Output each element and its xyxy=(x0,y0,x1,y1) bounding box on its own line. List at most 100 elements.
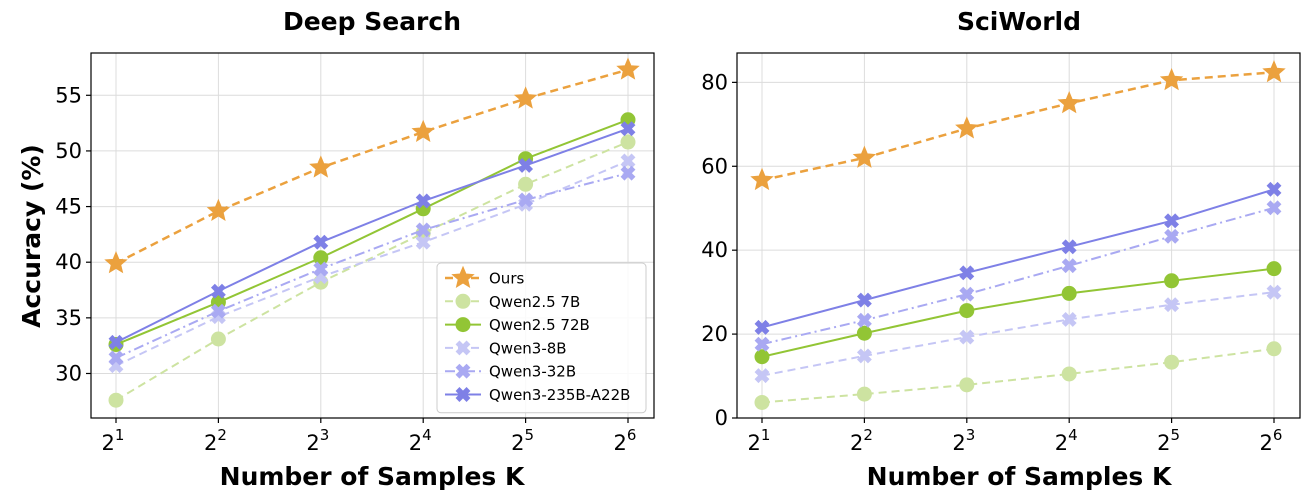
x-tick-label: 24 xyxy=(1055,426,1078,455)
series-line xyxy=(115,118,629,346)
data-point xyxy=(856,292,872,308)
legend-marker xyxy=(455,387,471,402)
data-point xyxy=(108,334,124,350)
chart-deep-search: 30 35 40 45 50 55 21 22 23 24 25 26 Deep Search Numbe… xyxy=(17,7,655,491)
chart-sciworld: 0 20 40 60 80 21 22 23 24 25 26 SciWorld Number of S… xyxy=(701,7,1301,491)
legend: Ours Qwen2.5 7B Qwen2.5 72B Qwen3-8B Qwen3-3… xyxy=(436,262,647,414)
series-qwen3-235b-a22b xyxy=(108,121,636,350)
data-point xyxy=(1266,181,1282,197)
data-point xyxy=(518,157,534,173)
data-point xyxy=(620,165,636,181)
legend-entry: Qwen3-235B-A22B xyxy=(445,386,630,404)
data-point xyxy=(411,119,435,142)
data-point xyxy=(1266,200,1282,216)
data-point xyxy=(1061,285,1077,301)
series-line xyxy=(115,127,629,344)
x-tick-label: 25 xyxy=(511,426,534,455)
x-tick-label: 22 xyxy=(850,426,873,455)
data-point xyxy=(415,234,431,250)
x-tick-label: 22 xyxy=(204,426,227,455)
x-tick-label: 26 xyxy=(614,426,637,455)
series-line xyxy=(115,68,629,265)
legend-marker xyxy=(455,293,471,309)
data-point xyxy=(750,167,774,191)
series-line xyxy=(115,141,629,402)
x-tick-label: 23 xyxy=(952,426,975,455)
grid xyxy=(737,53,1300,419)
series-line xyxy=(761,291,1275,377)
data-point xyxy=(1061,311,1077,327)
data-point xyxy=(210,283,226,299)
series-line xyxy=(115,160,629,367)
y-tick-label: 45 xyxy=(55,195,82,219)
y-tick-label: 55 xyxy=(55,83,82,107)
y-tick-label: 0 xyxy=(715,406,728,430)
data-point xyxy=(852,145,877,168)
x-tick-label: 21 xyxy=(102,426,125,455)
chart-title: SciWorld xyxy=(957,7,1081,36)
data-point xyxy=(616,57,640,80)
legend-marker xyxy=(455,340,471,356)
series-qwen3-32b xyxy=(108,165,636,366)
data-point xyxy=(1061,239,1077,255)
data-point xyxy=(620,121,636,137)
x-axis-label: Number of Samples K xyxy=(867,462,1173,491)
data-point xyxy=(108,392,124,408)
data-point xyxy=(210,303,226,319)
legend-label: Qwen3-8B xyxy=(489,339,567,357)
legend-entry: Qwen3-8B xyxy=(445,339,567,357)
data-point xyxy=(856,386,872,402)
chart-title: Deep Search xyxy=(283,7,461,36)
data-point xyxy=(1266,261,1282,277)
y-tick-label: 50 xyxy=(55,139,82,163)
data-point xyxy=(313,234,329,250)
data-point xyxy=(754,394,770,410)
data-point xyxy=(754,319,770,335)
x-tick-label: 24 xyxy=(409,426,432,455)
data-point xyxy=(415,193,431,209)
data-point xyxy=(620,153,636,169)
data-point xyxy=(959,329,975,345)
series-ours xyxy=(104,57,640,274)
data-point xyxy=(518,192,534,208)
data-point xyxy=(1164,297,1180,313)
data-point xyxy=(620,134,636,150)
series-qwen3-235b-a22b xyxy=(754,181,1282,335)
data-point xyxy=(959,286,975,302)
legend-label: Qwen2.5 7B xyxy=(489,293,580,311)
data-point xyxy=(104,251,128,274)
data-point xyxy=(518,176,534,192)
y-tick-label: 80 xyxy=(701,70,728,94)
x-tick-label: 21 xyxy=(748,426,771,455)
data-point xyxy=(955,116,979,139)
data-point xyxy=(1266,341,1282,357)
data-point xyxy=(1057,91,1081,114)
data-point xyxy=(313,261,329,277)
data-point xyxy=(108,350,124,366)
data-point xyxy=(856,325,872,341)
data-point xyxy=(309,155,333,178)
series-line xyxy=(761,188,1275,329)
data-point xyxy=(1164,228,1180,244)
series-line xyxy=(761,267,1275,358)
data-point xyxy=(1262,59,1286,83)
y-tick-label: 40 xyxy=(701,238,728,262)
legend-entry: Qwen2.5 72B xyxy=(445,316,590,334)
legend-entry: Ours xyxy=(445,265,524,288)
data-point xyxy=(313,250,329,266)
x-tick-label: 23 xyxy=(306,426,329,455)
series-qwen3-32b xyxy=(754,200,1282,352)
plot-frame xyxy=(736,52,1301,419)
legend-label: Qwen3-32B xyxy=(489,363,576,381)
data-point xyxy=(1164,354,1180,370)
x-axis-label: Number of Samples K xyxy=(220,462,526,491)
series-ours xyxy=(750,59,1286,191)
legend-label: Qwen2.5 72B xyxy=(489,316,590,334)
legend-box xyxy=(436,262,647,414)
plot-frame xyxy=(90,52,655,419)
x-tick-label: 25 xyxy=(1157,426,1180,455)
legend-entry: Qwen3-32B xyxy=(445,363,576,381)
series-line xyxy=(761,71,1275,182)
data-point xyxy=(1159,67,1184,91)
